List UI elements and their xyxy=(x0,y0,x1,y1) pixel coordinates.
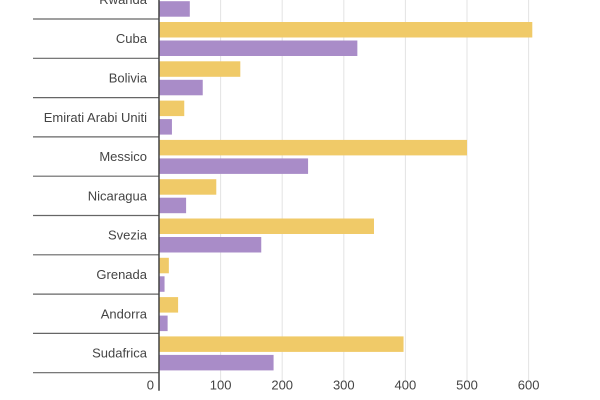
category-label: Andorra xyxy=(101,306,148,321)
x-tick-label: 400 xyxy=(395,378,417,393)
x-tick-label: 300 xyxy=(333,378,355,393)
bar xyxy=(159,79,203,96)
bar xyxy=(159,297,179,313)
bar xyxy=(159,40,358,56)
x-tick-label: 100 xyxy=(210,378,232,393)
bar xyxy=(159,119,172,135)
bar xyxy=(159,179,217,195)
category-label: Svezia xyxy=(108,228,148,243)
bar xyxy=(159,257,169,274)
category-label: Nicaragua xyxy=(88,188,148,203)
category-label: Cuba xyxy=(116,31,148,46)
x-tick-label: 500 xyxy=(456,378,478,393)
bar xyxy=(159,100,185,117)
bar xyxy=(159,315,168,332)
category-label: Messico xyxy=(99,149,147,164)
category-label: Rwanda xyxy=(99,0,147,7)
bar xyxy=(159,1,190,17)
category-label: Sudafrica xyxy=(92,346,148,361)
bar xyxy=(159,354,274,371)
x-tick-label: 600 xyxy=(518,378,540,393)
bar xyxy=(159,158,309,174)
x-tick-label: 0 xyxy=(147,378,154,393)
x-tick-label: 200 xyxy=(271,378,293,393)
bar xyxy=(159,197,187,214)
bar xyxy=(159,218,374,234)
category-label: Bolivia xyxy=(109,70,148,85)
category-label: Grenada xyxy=(96,267,147,282)
bar xyxy=(159,139,467,156)
bar xyxy=(159,336,404,352)
category-label: Emirati Arabi Uniti xyxy=(44,110,147,125)
bar xyxy=(159,61,241,77)
bar xyxy=(159,237,262,253)
bar xyxy=(159,276,165,292)
bar xyxy=(159,22,533,38)
